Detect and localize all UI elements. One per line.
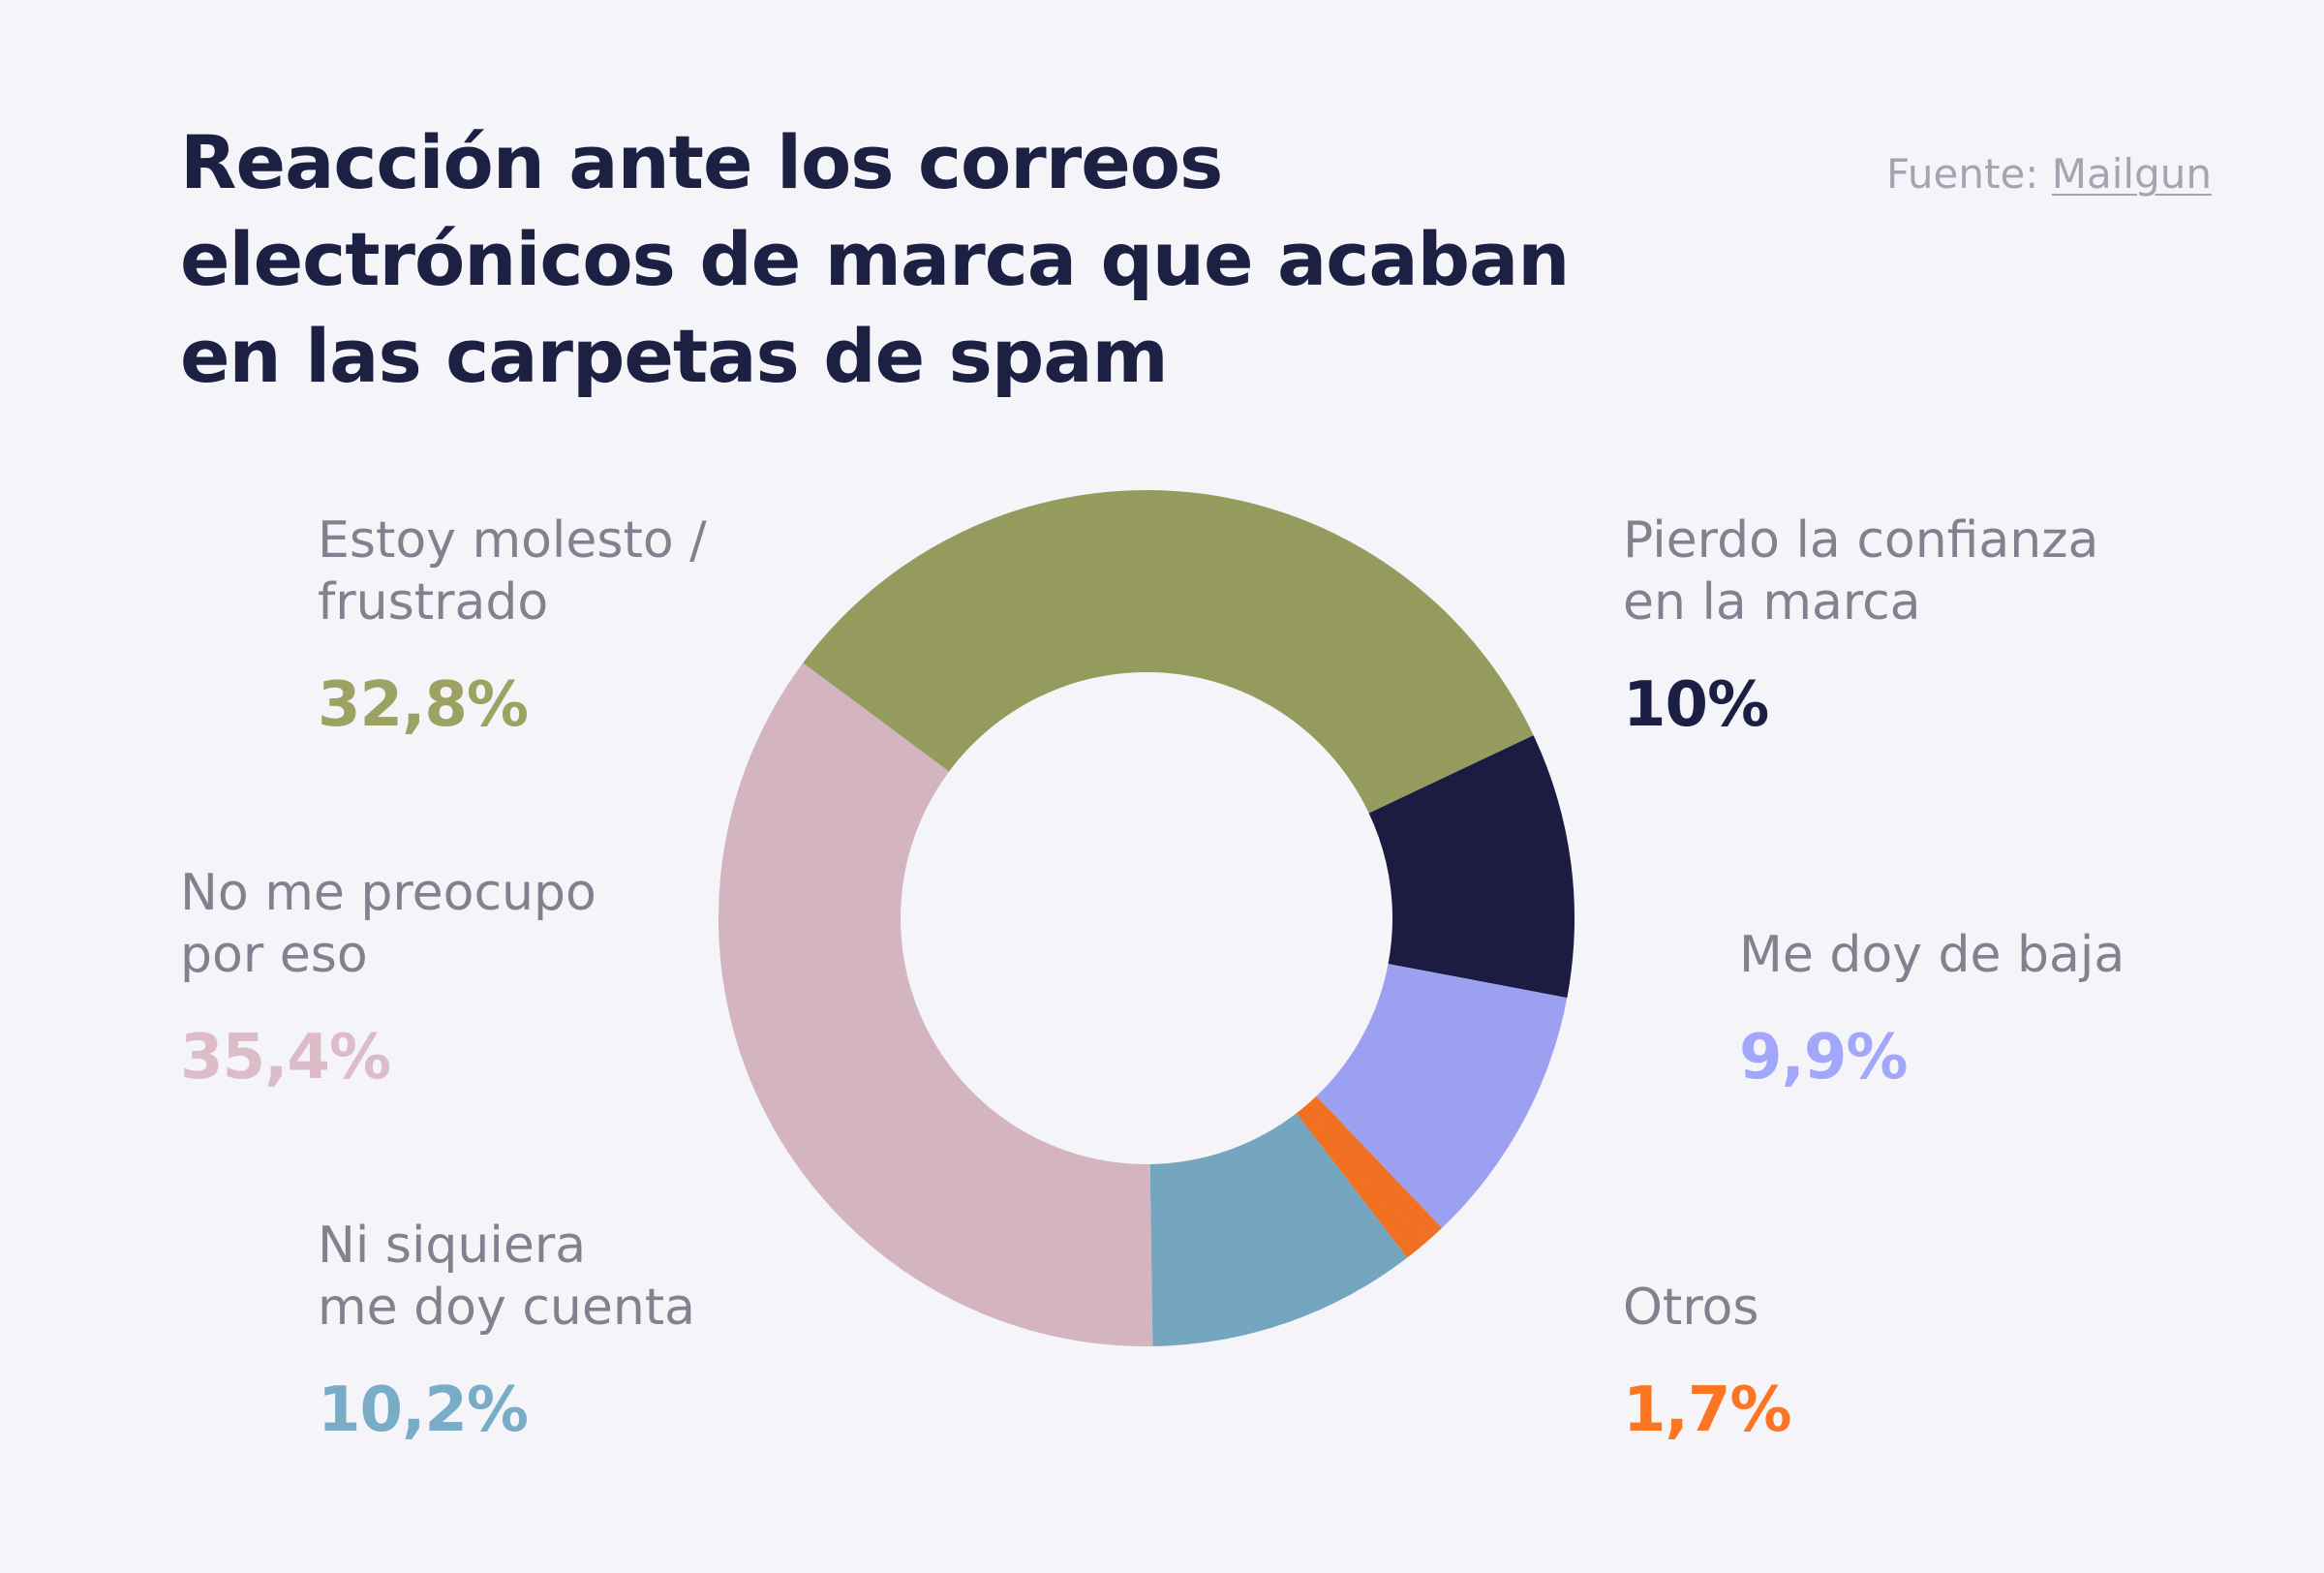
legend-percentage: 32,8% (318, 669, 529, 741)
legend-percentage: 1,7% (1623, 1374, 1792, 1446)
source-prefix: Fuente: (1886, 150, 2052, 198)
donut-slice-4 (719, 663, 1153, 1346)
chart-title-line-2: electrónicos de marca que acaban (180, 216, 1570, 302)
legend-item-me-doy-de-baja: Me doy de baja 9,9% (1739, 924, 2281, 1096)
source-link[interactable]: Mailgun (2051, 150, 2212, 198)
donut-slice-1 (1316, 964, 1568, 1228)
legend-item-pierdo-la-confianza: Pierdo la confianza en la marca 10% (1623, 509, 2165, 744)
legend-item-estoy-molesto: Estoy molesto / frustrado 32,8% (318, 509, 860, 744)
legend-label: No me preocupo por eso (180, 864, 596, 984)
legend-item-no-me-preocupo: No me preocupo por eso 35,4% (180, 862, 722, 1096)
donut-slice-2 (1296, 1095, 1443, 1258)
legend-percentage: 10,2% (318, 1374, 529, 1446)
legend-label: Me doy de baja (1739, 926, 2125, 984)
legend-item-ni-siquiera: Ni siquiera me doy cuenta 10,2% (318, 1215, 860, 1449)
legend-percentage: 9,9% (1739, 1022, 1909, 1094)
legend-label: Pierdo la confianza en la marca (1623, 511, 2099, 632)
source-credit: Fuente: Mailgun (1886, 147, 2212, 201)
donut-slice-3 (1149, 1113, 1408, 1346)
donut-slice-0 (1368, 735, 1575, 999)
legend-label: Estoy molesto / frustrado (318, 511, 707, 632)
chart-title-line-1: Reacción ante los correos (180, 119, 1223, 205)
donut-slice-5 (803, 489, 1534, 814)
legend-item-otros: Otros 1,7% (1623, 1277, 2165, 1449)
legend-label: Otros (1623, 1279, 1759, 1337)
chart-title: Reacción ante los correos electrónicos d… (180, 114, 1729, 405)
legend-label: Ni siquiera me doy cuenta (318, 1217, 696, 1337)
legend-percentage: 35,4% (180, 1022, 391, 1094)
legend-percentage: 10% (1623, 669, 1769, 741)
chart-title-line-3: en las carpetas de spam (180, 313, 1169, 399)
